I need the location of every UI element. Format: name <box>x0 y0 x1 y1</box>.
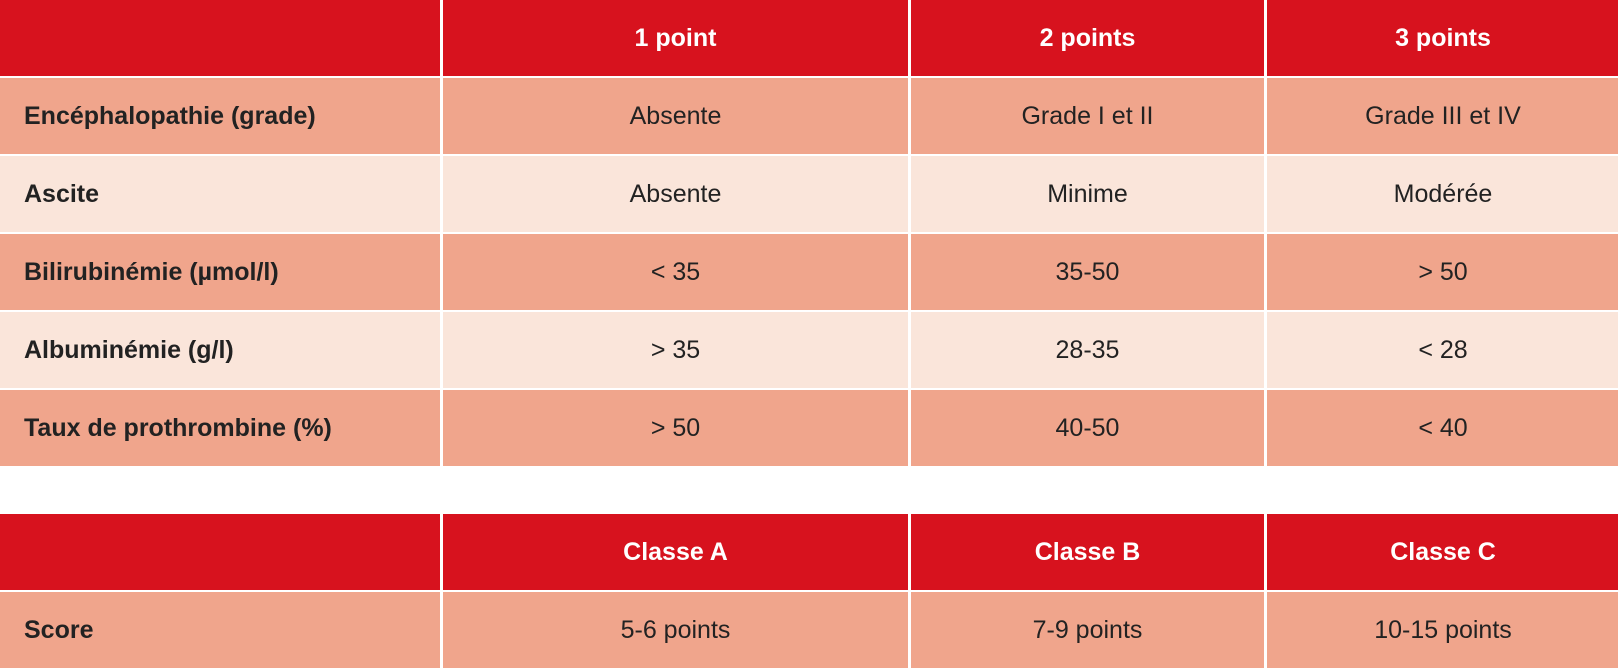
column-header: 2 points <box>911 0 1264 76</box>
table-cell: < 28 <box>1267 312 1618 388</box>
table-cell: Modérée <box>1267 156 1618 232</box>
table-cell: 5-6 points <box>443 592 908 668</box>
table-cell: Absente <box>443 156 908 232</box>
column-header <box>0 514 440 590</box>
row-label: Ascite <box>0 156 440 232</box>
column-header: 3 points <box>1267 0 1618 76</box>
table-cell: Grade I et II <box>911 78 1264 154</box>
row-label: Albuminémie (g/l) <box>0 312 440 388</box>
table-cell: 7-9 points <box>911 592 1264 668</box>
column-header: Classe C <box>1267 514 1618 590</box>
table-cell: 35-50 <box>911 234 1264 310</box>
row-label: Bilirubinémie (µmol/l) <box>0 234 440 310</box>
table-cell: 28-35 <box>911 312 1264 388</box>
table-cell: < 40 <box>1267 390 1618 466</box>
column-header: Classe B <box>911 514 1264 590</box>
table-cell: Minime <box>911 156 1264 232</box>
class-table: Classe A Classe B Classe C Score 5-6 points 7… <box>0 514 1618 668</box>
points-table: 1 point 2 points 3 points Encéphalopathie (… <box>0 0 1618 466</box>
table-cell: > 50 <box>443 390 908 466</box>
table-cell: > 35 <box>443 312 908 388</box>
column-header: 1 point <box>443 0 908 76</box>
table-cell: > 50 <box>1267 234 1618 310</box>
table-cell: < 35 <box>443 234 908 310</box>
table-cell: 40-50 <box>911 390 1264 466</box>
row-label: Encéphalopathie (grade) <box>0 78 440 154</box>
table-cell: Absente <box>443 78 908 154</box>
row-label: Score <box>0 592 440 668</box>
table-cell: Grade III et IV <box>1267 78 1618 154</box>
column-header <box>0 0 440 76</box>
table-cell: 10-15 points <box>1267 592 1618 668</box>
row-label: Taux de prothrombine (%) <box>0 390 440 466</box>
column-header: Classe A <box>443 514 908 590</box>
